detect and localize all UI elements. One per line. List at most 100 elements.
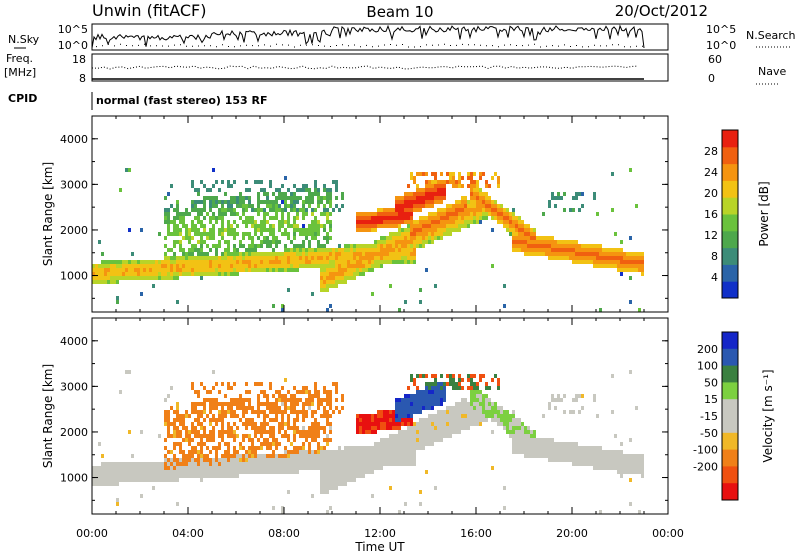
power-cell: [572, 256, 575, 260]
velocity-cell: [422, 426, 425, 430]
velocity-cell: [578, 450, 581, 454]
velocity-cell: [257, 410, 260, 414]
velocity-cell: [320, 462, 323, 466]
power-cell: [335, 196, 338, 200]
power-cell: [530, 228, 533, 232]
velocity-cell: [329, 450, 332, 454]
power-cell: [296, 224, 299, 228]
power-cell: [389, 240, 392, 244]
power-cell: [173, 224, 176, 228]
power-cell: [458, 172, 461, 176]
power-cell: [380, 220, 383, 224]
velocity-cell: [161, 474, 164, 478]
power-cell: [311, 212, 314, 216]
velocity-cell: [503, 506, 506, 510]
power-cell: [209, 204, 212, 208]
velocity-cell: [419, 438, 422, 442]
velocity-cell: [182, 462, 185, 466]
velocity-cell: [209, 438, 212, 442]
velocity-cell: [374, 458, 377, 462]
velocity-cell: [326, 486, 329, 490]
power-cell: [239, 216, 242, 220]
velocity-cell: [308, 450, 311, 454]
power-cell: [269, 240, 272, 244]
power-cell: [470, 200, 473, 204]
velocity-cells: [92, 370, 644, 514]
power-cell: [167, 224, 170, 228]
velocity-cell: [167, 414, 170, 418]
velocity-cell: [185, 438, 188, 442]
velocity-cell: [134, 466, 137, 470]
power-cell: [245, 268, 248, 272]
velocity-cell: [413, 378, 416, 382]
velocity-cell: [425, 386, 428, 390]
power-cell: [281, 268, 284, 272]
velocity-cell: [398, 442, 401, 446]
velocity-cell: [146, 474, 149, 478]
cpid-text: normal (fast stereo) 153 RF: [96, 94, 268, 107]
velocity-cell: [569, 454, 572, 458]
velocity-cell: [170, 450, 173, 454]
power-cell: [482, 192, 485, 196]
velocity-cell: [149, 466, 152, 470]
velocity-cell: [272, 462, 275, 466]
velocity-cell: [599, 454, 602, 458]
power-cell: [443, 192, 446, 196]
power-cell: [410, 252, 413, 256]
power-cell: [383, 260, 386, 264]
power-cell: [191, 208, 194, 212]
power-cell: [194, 188, 197, 192]
power-cell: [569, 244, 572, 248]
velocity-cell: [251, 422, 254, 426]
velocity-cell: [251, 470, 254, 474]
power-cell: [314, 208, 317, 212]
power-cell: [194, 264, 197, 268]
velocity-cell: [167, 410, 170, 414]
power-cell: [305, 236, 308, 240]
velocity-cell: [302, 418, 305, 422]
power-cell: [506, 228, 509, 232]
power-cell: [326, 248, 329, 252]
velocity-cell: [500, 422, 503, 426]
power-cell: [296, 256, 299, 260]
velocity-cell: [248, 422, 251, 426]
power-cell: [266, 244, 269, 248]
power-cell: [377, 212, 380, 216]
velocity-cell: [407, 418, 410, 422]
velocity-cell: [539, 450, 542, 454]
velocity-cell: [263, 430, 266, 434]
power-cell: [314, 232, 317, 236]
power-cell: [269, 216, 272, 220]
velocity-cell: [620, 470, 623, 474]
power-cell: [554, 244, 557, 248]
velocity-cell: [116, 482, 119, 486]
power-cell: [446, 220, 449, 224]
velocity-cell: [335, 478, 338, 482]
velocity-cell: [140, 478, 143, 482]
power-cell: [596, 260, 599, 264]
power-cell: [479, 200, 482, 204]
power-cell: [263, 220, 266, 224]
velocity-cell: [311, 450, 314, 454]
freq-label: Freq.: [6, 52, 33, 65]
velocity-cell: [200, 462, 203, 466]
power-cell: [293, 184, 296, 188]
power-cell: [293, 260, 296, 264]
power-cell: [326, 284, 329, 288]
power-cell: [614, 260, 617, 264]
velocity-cell: [620, 474, 623, 478]
power-cell: [140, 272, 143, 276]
power-cell: [194, 224, 197, 228]
power-cell: [167, 256, 170, 260]
power-cell: [404, 240, 407, 244]
power-cell: [236, 260, 239, 264]
power-cell: [398, 256, 401, 260]
power-cell: [419, 208, 422, 212]
velocity-cell: [200, 382, 203, 386]
power-cell: [371, 292, 374, 296]
velocity-cell: [578, 446, 581, 450]
velocity-cell: [596, 462, 599, 466]
velocity-cell: [581, 454, 584, 458]
velocity-cell: [419, 374, 422, 378]
